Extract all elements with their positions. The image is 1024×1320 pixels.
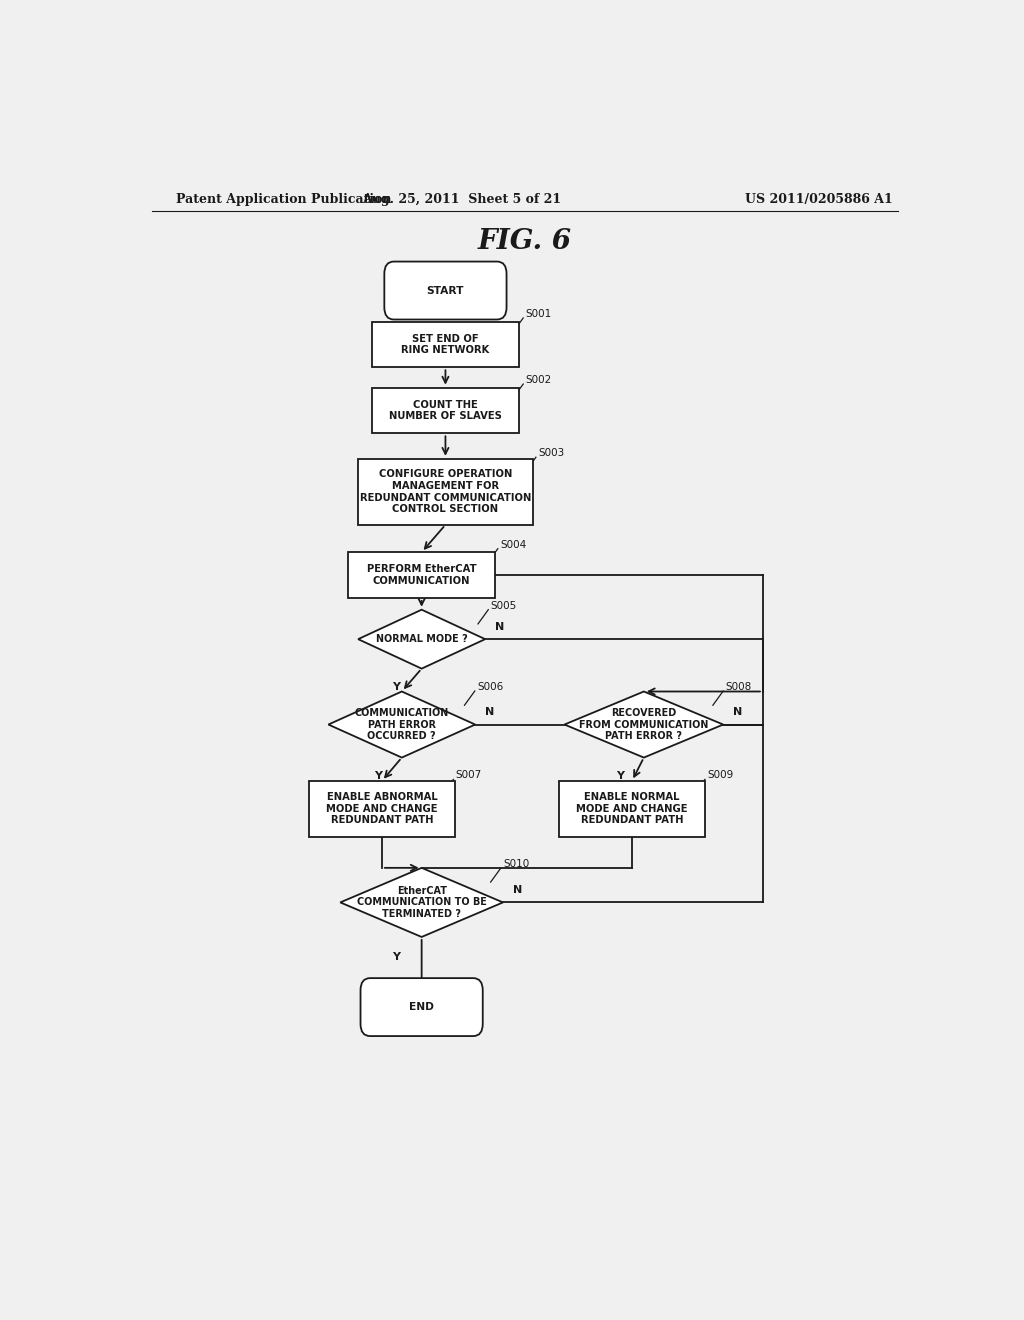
Text: S008: S008 <box>726 682 752 692</box>
Text: S005: S005 <box>490 601 517 611</box>
Text: Y: Y <box>392 682 400 692</box>
Bar <box>358 459 532 525</box>
Text: N: N <box>513 886 522 895</box>
Bar <box>348 552 495 598</box>
Text: SET END OF
RING NETWORK: SET END OF RING NETWORK <box>401 334 489 355</box>
Text: COUNT THE
NUMBER OF SLAVES: COUNT THE NUMBER OF SLAVES <box>389 400 502 421</box>
Text: COMMUNICATION
PATH ERROR
OCCURRED ?: COMMUNICATION PATH ERROR OCCURRED ? <box>354 708 449 741</box>
Text: Y: Y <box>392 952 400 962</box>
Text: N: N <box>733 708 742 717</box>
Text: Y: Y <box>616 771 624 781</box>
Text: S009: S009 <box>708 771 733 780</box>
Text: ENABLE NORMAL
MODE AND CHANGE
REDUNDANT PATH: ENABLE NORMAL MODE AND CHANGE REDUNDANT … <box>577 792 688 825</box>
Text: END: END <box>410 1002 434 1012</box>
Text: S006: S006 <box>477 682 504 692</box>
Text: Y: Y <box>374 771 382 781</box>
Text: FIG. 6: FIG. 6 <box>478 228 571 255</box>
Polygon shape <box>564 692 723 758</box>
Polygon shape <box>329 692 475 758</box>
Text: EtherCAT
COMMUNICATION TO BE
TERMINATED ?: EtherCAT COMMUNICATION TO BE TERMINATED … <box>356 886 486 919</box>
Text: START: START <box>427 285 464 296</box>
Text: S002: S002 <box>525 375 552 385</box>
Text: ENABLE ABNORMAL
MODE AND CHANGE
REDUNDANT PATH: ENABLE ABNORMAL MODE AND CHANGE REDUNDAN… <box>327 792 437 825</box>
Text: S003: S003 <box>539 449 564 458</box>
Text: CONFIGURE OPERATION
MANAGEMENT FOR
REDUNDANT COMMUNICATION
CONTROL SECTION: CONFIGURE OPERATION MANAGEMENT FOR REDUN… <box>359 470 531 515</box>
Bar <box>372 322 519 367</box>
Text: S004: S004 <box>500 540 526 549</box>
Bar <box>558 781 706 837</box>
FancyBboxPatch shape <box>384 261 507 319</box>
Text: PERFORM EtherCAT
COMMUNICATION: PERFORM EtherCAT COMMUNICATION <box>367 565 476 586</box>
Text: N: N <box>495 622 504 632</box>
Bar <box>308 781 456 837</box>
Bar <box>372 388 519 433</box>
Text: US 2011/0205886 A1: US 2011/0205886 A1 <box>744 193 892 206</box>
Text: Patent Application Publication: Patent Application Publication <box>176 193 391 206</box>
Polygon shape <box>358 610 485 669</box>
Text: N: N <box>484 708 495 717</box>
Text: Aug. 25, 2011  Sheet 5 of 21: Aug. 25, 2011 Sheet 5 of 21 <box>361 193 561 206</box>
Text: RECOVERED
FROM COMMUNICATION
PATH ERROR ?: RECOVERED FROM COMMUNICATION PATH ERROR … <box>580 708 709 741</box>
Text: S001: S001 <box>525 309 552 319</box>
FancyBboxPatch shape <box>360 978 482 1036</box>
Text: S010: S010 <box>504 859 529 869</box>
Text: NORMAL MODE ?: NORMAL MODE ? <box>376 634 468 644</box>
Polygon shape <box>340 867 503 937</box>
Text: S007: S007 <box>456 771 482 780</box>
